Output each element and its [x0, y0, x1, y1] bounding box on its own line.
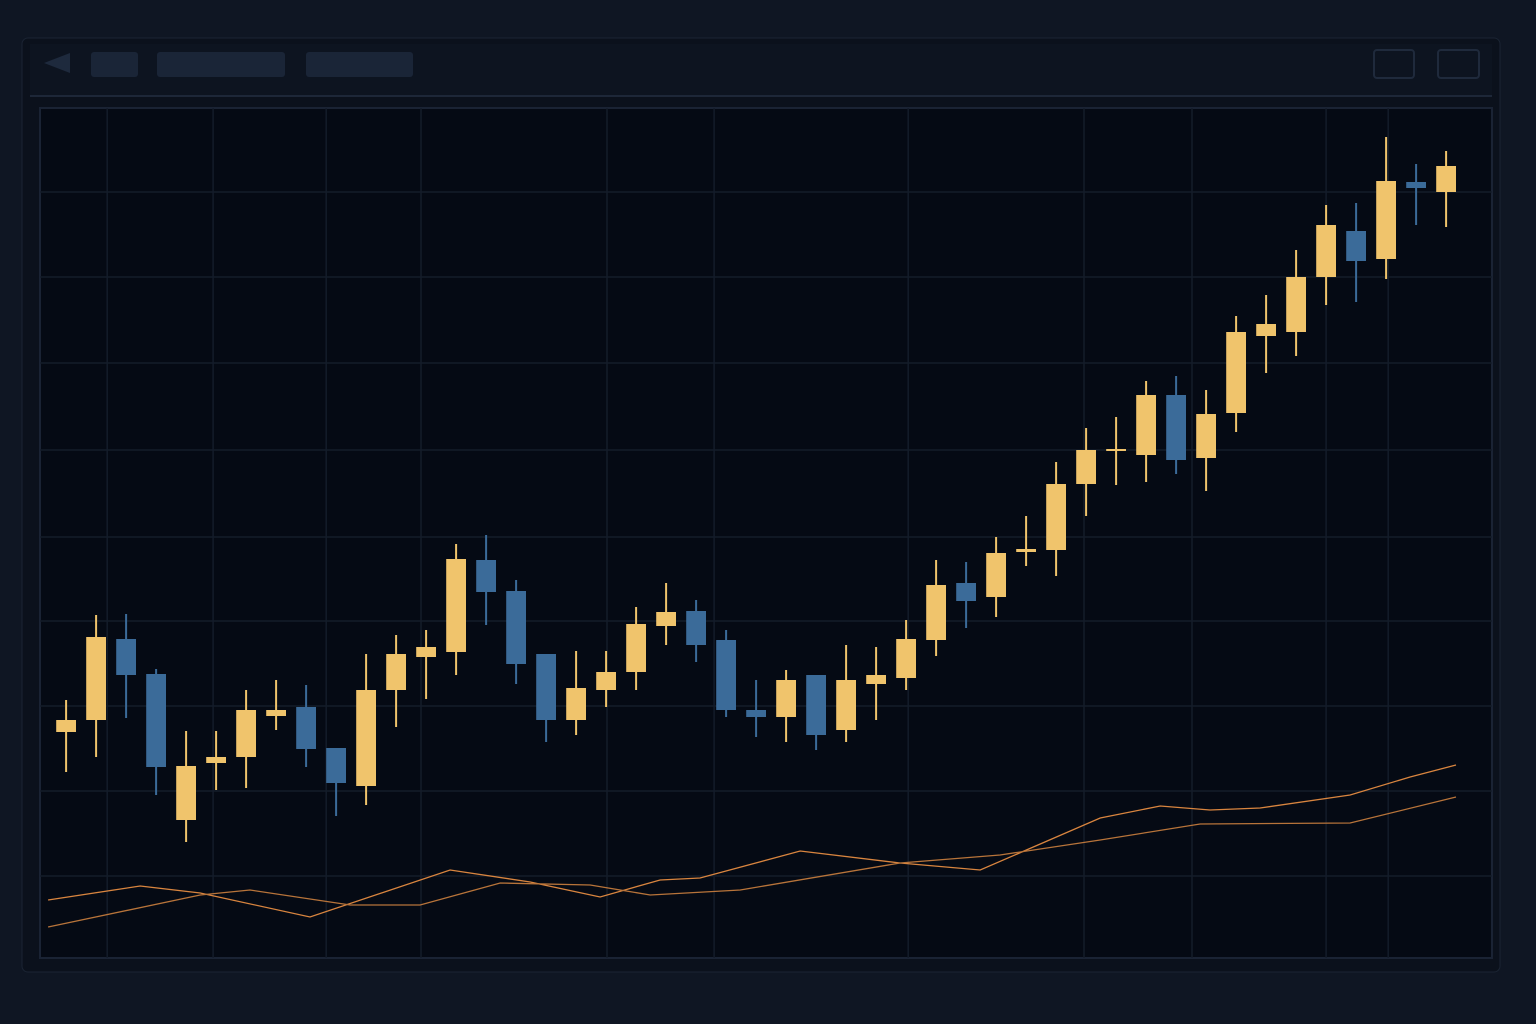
candle-body [986, 553, 1006, 597]
plot-area [39, 107, 1493, 959]
toolbar-button[interactable] [306, 52, 413, 77]
candle-body [176, 766, 196, 820]
candle-body [116, 639, 136, 675]
candle-body [1316, 225, 1336, 277]
candle-body [866, 675, 886, 684]
candle-body [1166, 395, 1186, 460]
candle-body [266, 710, 286, 716]
indicator-line [48, 764, 1457, 918]
candle-body [206, 757, 226, 763]
candle-body [296, 707, 316, 749]
candle-body [1436, 166, 1456, 192]
candle-body [956, 583, 976, 601]
indicator-lines [47, 764, 1457, 928]
candle-body [86, 637, 106, 720]
candle-body [386, 654, 406, 690]
candle-body [56, 720, 76, 732]
candle-body [446, 559, 466, 652]
back-button[interactable] [44, 53, 70, 73]
candle-body [716, 640, 736, 710]
candle-body [1346, 231, 1366, 261]
candle-body [356, 690, 376, 786]
candle-body [1196, 414, 1216, 458]
candle-body [896, 639, 916, 678]
candle-body [836, 680, 856, 730]
candle-body [1376, 181, 1396, 259]
window-button[interactable] [1373, 49, 1415, 79]
candle-body [1136, 395, 1156, 455]
candle-body [536, 654, 556, 720]
candle-body [416, 647, 436, 657]
candles [56, 137, 1456, 842]
candle-body [1046, 484, 1066, 550]
candle-body [506, 591, 526, 664]
candle-body [626, 624, 646, 672]
candle-body [1016, 549, 1036, 552]
candle-body [596, 672, 616, 690]
indicator-line [47, 796, 1457, 928]
candle-body [1256, 324, 1276, 336]
candle-body [926, 585, 946, 640]
toolbar-button[interactable] [91, 52, 138, 77]
candle-body [686, 611, 706, 645]
candle-body [1106, 449, 1126, 451]
candle-body [1286, 277, 1306, 332]
candle-body [1406, 182, 1426, 188]
candle-body [326, 748, 346, 783]
candle-body [776, 680, 796, 717]
candle-body [236, 710, 256, 757]
candle-body [1226, 332, 1246, 413]
candle-body [806, 675, 826, 735]
candle-body [476, 560, 496, 592]
candle-body [746, 710, 766, 717]
toolbar-button[interactable] [157, 52, 285, 77]
window-button[interactable] [1437, 49, 1480, 79]
candle-body [146, 674, 166, 767]
candle-body [566, 688, 586, 720]
candle-body [656, 612, 676, 626]
candle-body [1076, 450, 1096, 484]
